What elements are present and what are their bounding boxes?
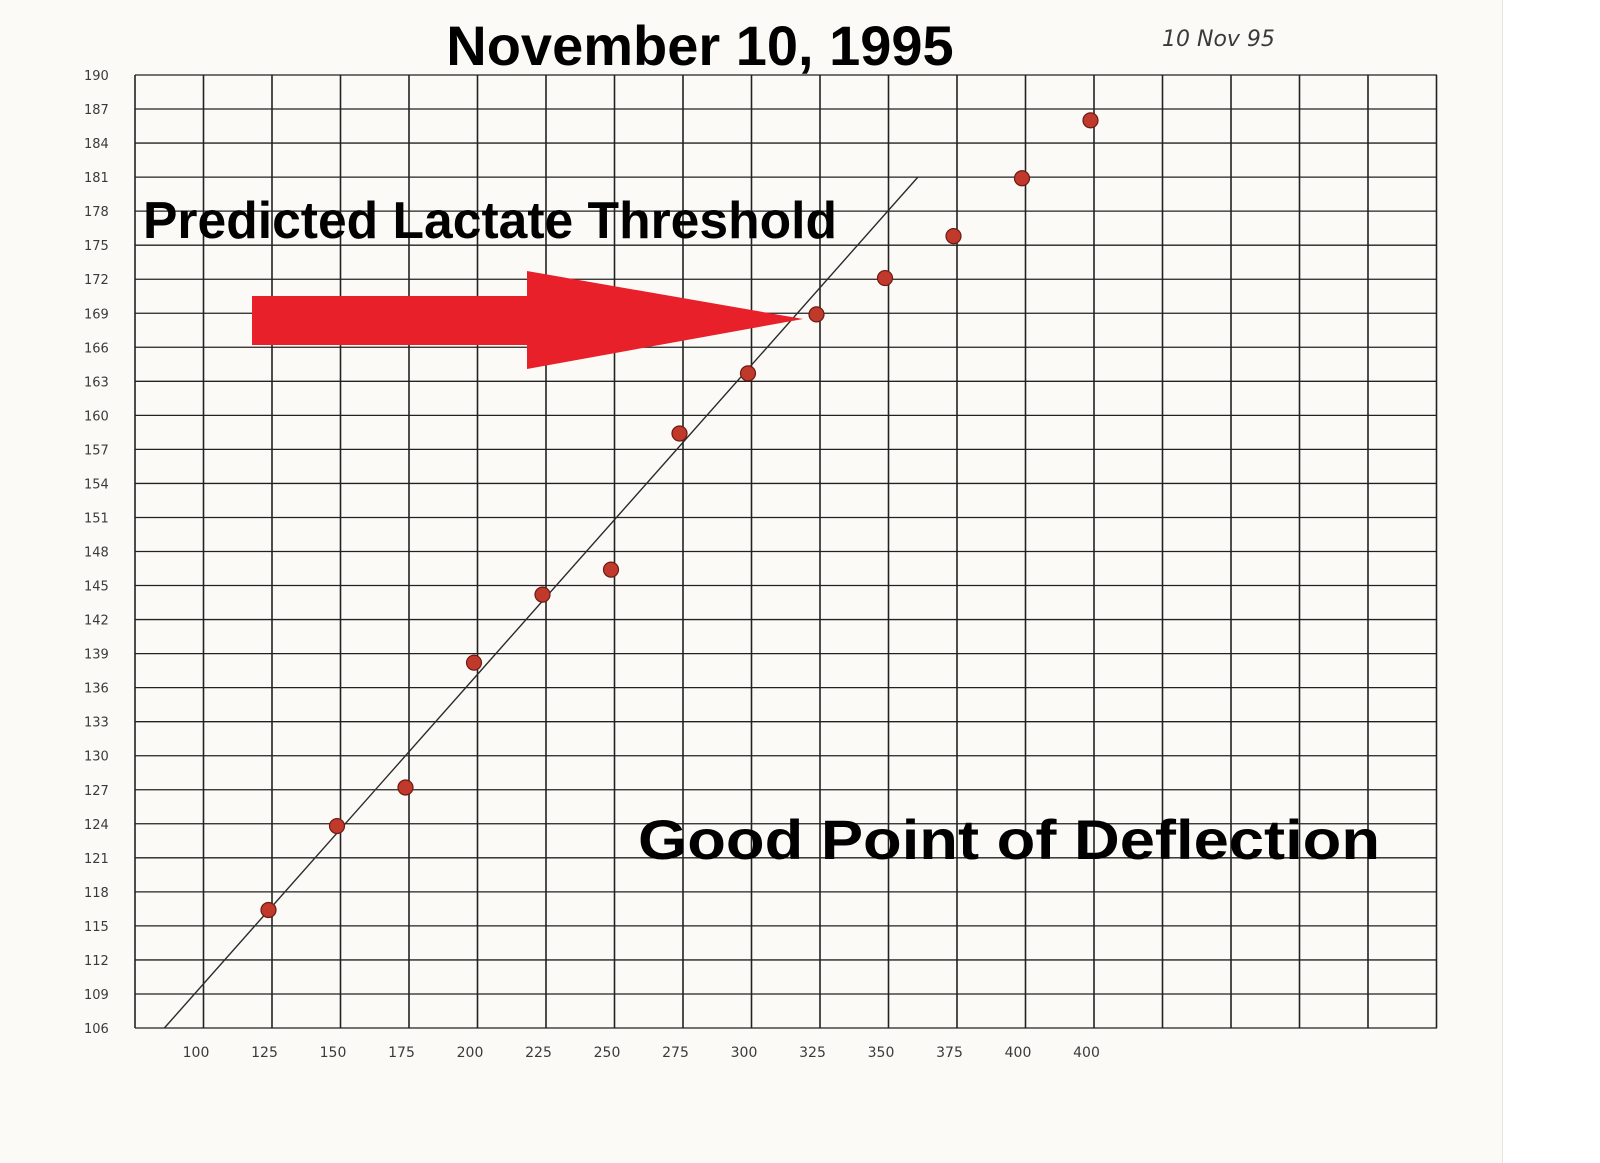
y-tick-label: 184 — [84, 137, 109, 152]
annotation-good-point-of-deflection: Good Point of Deflection — [638, 808, 1380, 871]
x-tick-label: 275 — [662, 1045, 689, 1061]
page-margin — [1502, 0, 1600, 1163]
data-point — [945, 228, 962, 245]
y-tick-label: 169 — [84, 307, 109, 322]
chart-title: November 10, 1995 — [446, 14, 953, 77]
y-tick-label: 145 — [84, 580, 109, 595]
x-axis-tick-labels: 100 125 150 175 200 225 250 275 300 325 350 375 400 4… — [183, 1045, 1100, 1061]
x-tick-label: 350 — [868, 1045, 895, 1061]
y-tick-label: 163 — [84, 375, 109, 390]
data-point — [465, 654, 483, 671]
x-tick-label: 375 — [936, 1045, 963, 1061]
y-tick-label: 118 — [84, 886, 109, 901]
data-point — [397, 779, 414, 796]
data-point — [1082, 112, 1099, 129]
data-point — [328, 817, 346, 835]
y-tick-label: 151 — [84, 511, 109, 526]
data-point — [602, 561, 620, 578]
x-tick-label: 225 — [525, 1045, 552, 1061]
x-tick-label: 400 — [1005, 1045, 1032, 1061]
y-tick-label: 142 — [84, 614, 109, 629]
y-tick-label: 127 — [84, 784, 109, 799]
x-tick-label: 325 — [799, 1045, 826, 1061]
y-tick-label: 124 — [84, 818, 109, 833]
x-tick-label: 175 — [388, 1045, 415, 1061]
y-tick-label: 115 — [84, 920, 109, 935]
x-tick-label: 150 — [320, 1045, 347, 1061]
y-tick-label: 187 — [84, 103, 109, 118]
annotation-predicted-lactate-threshold: Predicted Lactate Threshold — [143, 192, 837, 250]
data-point — [808, 306, 825, 323]
x-tick-label: 200 — [457, 1045, 484, 1061]
data-point — [739, 365, 757, 382]
y-tick-label: 166 — [84, 341, 109, 356]
data-point — [876, 269, 894, 287]
y-axis-tick-labels: 190 187 184 181 178 175 172 169 166 163 160 157 154 1… — [84, 69, 109, 1037]
y-tick-label: 172 — [84, 273, 109, 288]
handwritten-date: 10 Nov 95 — [1162, 27, 1275, 52]
data-point — [260, 901, 277, 919]
y-tick-label: 136 — [84, 682, 109, 697]
threshold-arrow — [252, 271, 803, 369]
y-tick-label: 106 — [84, 1022, 109, 1037]
data-point — [1013, 170, 1031, 187]
y-tick-label: 148 — [84, 546, 109, 561]
y-tick-label: 109 — [84, 988, 109, 1003]
y-tick-label: 178 — [84, 205, 109, 220]
data-point — [671, 425, 688, 442]
y-tick-label: 112 — [84, 954, 109, 969]
y-tick-label: 139 — [84, 648, 109, 663]
x-tick-label: 300 — [731, 1045, 758, 1061]
grid — [134, 74, 1438, 1029]
x-tick-label: 400 — [1073, 1045, 1100, 1061]
data-points — [260, 112, 1099, 919]
y-tick-label: 160 — [84, 409, 109, 424]
data-point — [534, 586, 551, 603]
y-tick-label: 130 — [84, 750, 109, 765]
x-tick-label: 100 — [183, 1045, 210, 1061]
y-tick-label: 190 — [84, 69, 109, 84]
y-tick-label: 175 — [84, 239, 109, 254]
x-tick-label: 125 — [251, 1045, 278, 1061]
y-tick-label: 133 — [84, 716, 109, 731]
x-tick-label: 250 — [594, 1045, 621, 1061]
y-tick-label: 154 — [84, 477, 109, 492]
y-tick-label: 181 — [84, 171, 109, 186]
y-tick-label: 157 — [84, 443, 109, 458]
y-tick-label: 121 — [84, 852, 109, 867]
